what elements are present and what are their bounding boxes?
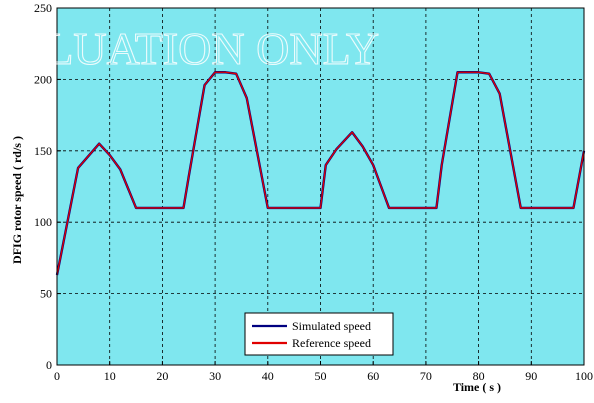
- y-tick-label-250: 250: [34, 1, 52, 15]
- y-tick-label-100: 100: [34, 215, 52, 229]
- plot-frame: [56, 7, 585, 366]
- x-tick-label-80: 80: [473, 369, 485, 383]
- y-tick-label-200: 200: [34, 72, 52, 86]
- y-tick-label-0: 0: [46, 358, 52, 372]
- x-tick-label-20: 20: [156, 369, 168, 383]
- legend-box: [244, 312, 394, 356]
- x-tick-label-90: 90: [525, 369, 537, 383]
- x-tick-labels: 0 10 20 30 40 50 60 70 80 90 100: [54, 369, 593, 383]
- x-tick-label-60: 60: [367, 369, 379, 383]
- x-tick-label-10: 10: [104, 369, 116, 383]
- legend-label-simulated: Simulated speed: [292, 319, 371, 333]
- y-tick-labels: 0 50 100 150 200 250: [34, 1, 52, 372]
- series-lines: [55, 71, 586, 276]
- series-line-reference-speed: [56, 71, 585, 276]
- x-axis-label: Time ( s ): [453, 380, 501, 394]
- plot-area: [57, 8, 584, 365]
- y-tick-label-50: 50: [40, 287, 52, 301]
- x-tick-label-70: 70: [420, 369, 432, 383]
- legend-label-reference: Reference speed: [292, 336, 371, 350]
- y-axis-label: DFIG rotor speed ( rd/s ): [10, 136, 24, 264]
- x-tick-label-0: 0: [54, 369, 60, 383]
- x-tick-label-40: 40: [262, 369, 274, 383]
- y-tick-label-150: 150: [34, 144, 52, 158]
- watermark-text: EVALUATION ONLY: [0, 23, 379, 74]
- legend: Simulated speed Reference speed: [244, 312, 394, 356]
- x-tick-label-30: 30: [209, 369, 221, 383]
- x-tick-label-100: 100: [575, 369, 593, 383]
- x-tick-label-50: 50: [315, 369, 327, 383]
